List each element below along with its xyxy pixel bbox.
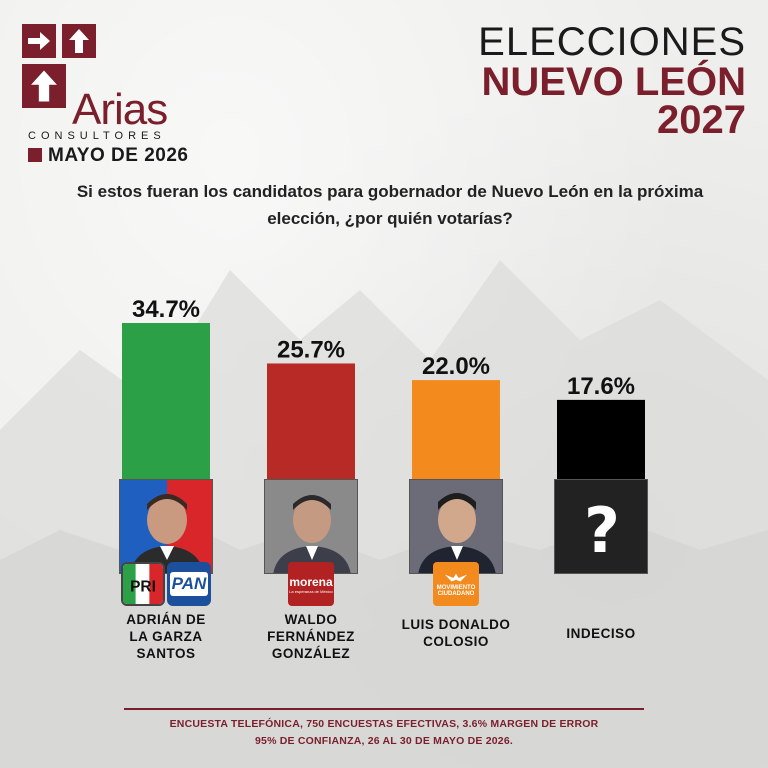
survey-methodology: ENCUESTA TELEFÓNICA, 750 ENCUESTAS EFECT… (84, 716, 684, 750)
candidate-photo-3 (409, 479, 503, 574)
title-line-2: NUEVO LEÓN (481, 60, 746, 104)
footer-line-2: 95% DE CONFIANZA, 26 AL 30 DE MAYO DE 20… (255, 735, 513, 747)
undecided-photo: ? (554, 479, 648, 574)
mc-label: MOVIMIENTO CIUDADANO (436, 585, 476, 597)
morena-logo: morena La esperanza de México (288, 562, 334, 606)
title-line-3: 2027 (657, 98, 746, 142)
candidate-name-4: INDECISO (566, 626, 636, 641)
bar-label-1: 34.7% (132, 296, 200, 323)
survey-question: Si estos fueran los candidatos para gobe… (76, 182, 704, 228)
bar-label-3: 22.0% (422, 353, 490, 380)
arrow-up-icon (62, 24, 96, 58)
brand-date: MAYO DE 2026 (48, 145, 189, 166)
bar-label-4: 17.6% (567, 373, 635, 400)
bar-4 (557, 399, 645, 479)
arrow-up-icon (22, 64, 66, 108)
pan-label: PAN (169, 572, 209, 596)
man-portrait-icon (120, 480, 212, 573)
footer-line-1: ENCUESTA TELEFÓNICA, 750 ENCUESTAS EFECT… (169, 718, 599, 730)
svg-text:?: ? (584, 494, 620, 567)
candidate-name-3: LUIS DONALDO COLOSIO (401, 617, 511, 649)
bar-2 (267, 363, 355, 479)
pri-label: PRI (130, 578, 156, 595)
morena-label: morena (289, 574, 333, 589)
bar-1 (122, 323, 210, 479)
title-line-1: ELECCIONES (478, 20, 746, 64)
candidate-name-2: WALDO FERNÁNDEZ GONZÁLEZ (267, 612, 355, 661)
candidate-photo-2 (264, 479, 358, 574)
date-marker (28, 148, 42, 162)
bar-label-2: 25.7% (277, 336, 345, 363)
brand-subtitle: CONSULTORES (28, 130, 166, 142)
footer-divider (124, 708, 644, 710)
candidate-photo-1 (119, 479, 213, 574)
eagle-icon (444, 573, 468, 582)
candidate-name-1: ADRIÁN DE LA GARZA SANTOS (126, 612, 206, 661)
morena-sublabel: La esperanza de México (289, 588, 333, 594)
bar-3 (412, 380, 500, 479)
arias-logo: Arias CONSULTORES MAYO DE 2026 (22, 24, 222, 166)
pri-logo: PRI (121, 562, 165, 606)
man-portrait-icon (265, 480, 357, 573)
question-mark-icon: ? (555, 480, 647, 573)
movimiento-ciudadano-logo: MOVIMIENTO CIUDADANO (433, 562, 479, 606)
brand-name: Arias (72, 85, 168, 134)
man-portrait-icon (410, 480, 502, 573)
pri-logo-icon: PRI (123, 564, 163, 604)
pan-logo: PAN (167, 562, 211, 606)
arrow-right-icon (22, 24, 56, 58)
